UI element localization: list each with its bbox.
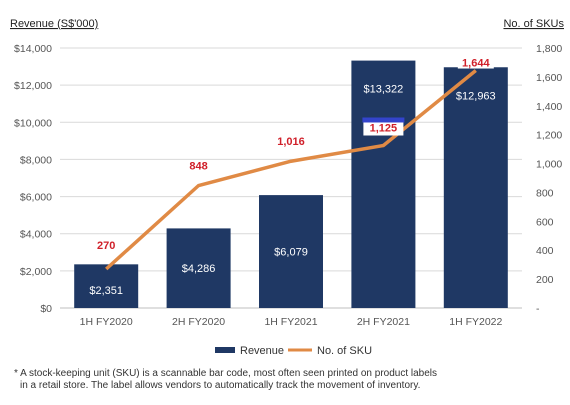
right-axis-title: No. of SKUs [503, 18, 564, 30]
highlight-bar [362, 117, 405, 123]
x-tick-label: 1H FY2022 [449, 316, 502, 328]
sku-line-label: 1,125 [370, 123, 398, 135]
right-tick-label: 1,200 [536, 130, 562, 142]
revenue-bar-labels: $2,351 $4,286 $6,079 $13,322 $12,963 [89, 84, 495, 297]
right-tick-label: 1,800 [536, 43, 562, 55]
left-tick-label: $14,000 [14, 43, 52, 55]
revenue-bar-label: $12,963 [456, 90, 496, 102]
right-tick-label: 400 [536, 245, 554, 257]
revenue-bar-label: $6,079 [274, 247, 308, 259]
revenue-bar-label: $4,286 [182, 263, 216, 275]
sku-line-path [105, 69, 477, 271]
sku-line-label: 848 [189, 161, 207, 173]
right-tick-label: 800 [536, 187, 554, 199]
right-tick-label: 1,400 [536, 101, 562, 113]
legend-label-sku: No. of SKU [317, 345, 372, 357]
revenue-bar-label: $2,351 [89, 285, 123, 297]
left-tick-label: $12,000 [14, 80, 52, 92]
left-tick-label: $8,000 [20, 154, 52, 166]
footnote-line-1: * A stock-keeping unit (SKU) is a scanna… [14, 368, 438, 379]
revenue-bar [166, 228, 231, 308]
label-background [363, 122, 404, 136]
right-tick-label: 200 [536, 274, 554, 286]
left-tick-label: $2,000 [20, 266, 52, 278]
left-axis-ticks: $0 $2,000 $4,000 $6,000 $8,000 $10,000 $12,000… [14, 43, 52, 315]
left-tick-label: $10,000 [14, 117, 52, 129]
footnote-line-2: in a retail store. The label allows vend… [20, 380, 421, 391]
revenue-bar-label: $13,322 [364, 84, 404, 96]
revenue-bar [259, 195, 323, 308]
revenue-bar [443, 67, 508, 308]
revenue-bar [74, 264, 139, 308]
legend-label-revenue: Revenue [240, 345, 284, 357]
left-tick-label: $4,000 [20, 229, 52, 241]
sku-line-label: 1,016 [277, 136, 305, 148]
sku-line [105, 69, 477, 271]
right-tick-label: 1,600 [536, 72, 562, 84]
revenue-bar [351, 60, 416, 308]
right-tick-label: - [536, 303, 540, 315]
label-background [457, 56, 494, 69]
footnote: * A stock-keeping unit (SKU) is a scanna… [14, 368, 564, 392]
x-axis-ticks: 1H FY2020 2H FY2020 1H FY2021 2H FY2021 1H F… [80, 316, 503, 328]
left-axis-title: Revenue (S$'000) [10, 18, 98, 30]
left-tick-label: $6,000 [20, 192, 52, 204]
right-tick-label: 1,000 [536, 159, 562, 171]
sku-line-labels: 270 848 1,016 1,125 1,644 [97, 56, 494, 252]
legend: Revenue No. of SKU [215, 345, 372, 357]
x-tick-label: 1H FY2021 [264, 316, 317, 328]
x-tick-label: 1H FY2020 [80, 316, 133, 328]
sku-line-label: 1,644 [462, 58, 490, 70]
sku-line-label: 270 [97, 240, 115, 252]
x-tick-label: 2H FY2020 [172, 316, 225, 328]
right-tick-label: 600 [536, 216, 554, 228]
legend-swatch-revenue [215, 347, 235, 353]
x-tick-label: 2H FY2021 [357, 316, 410, 328]
revenue-bars [74, 60, 508, 308]
right-axis-ticks: - 200 400 600 800 1,000 1,200 1,400 1,600 1,800 [536, 43, 562, 315]
left-tick-label: $0 [40, 303, 52, 315]
